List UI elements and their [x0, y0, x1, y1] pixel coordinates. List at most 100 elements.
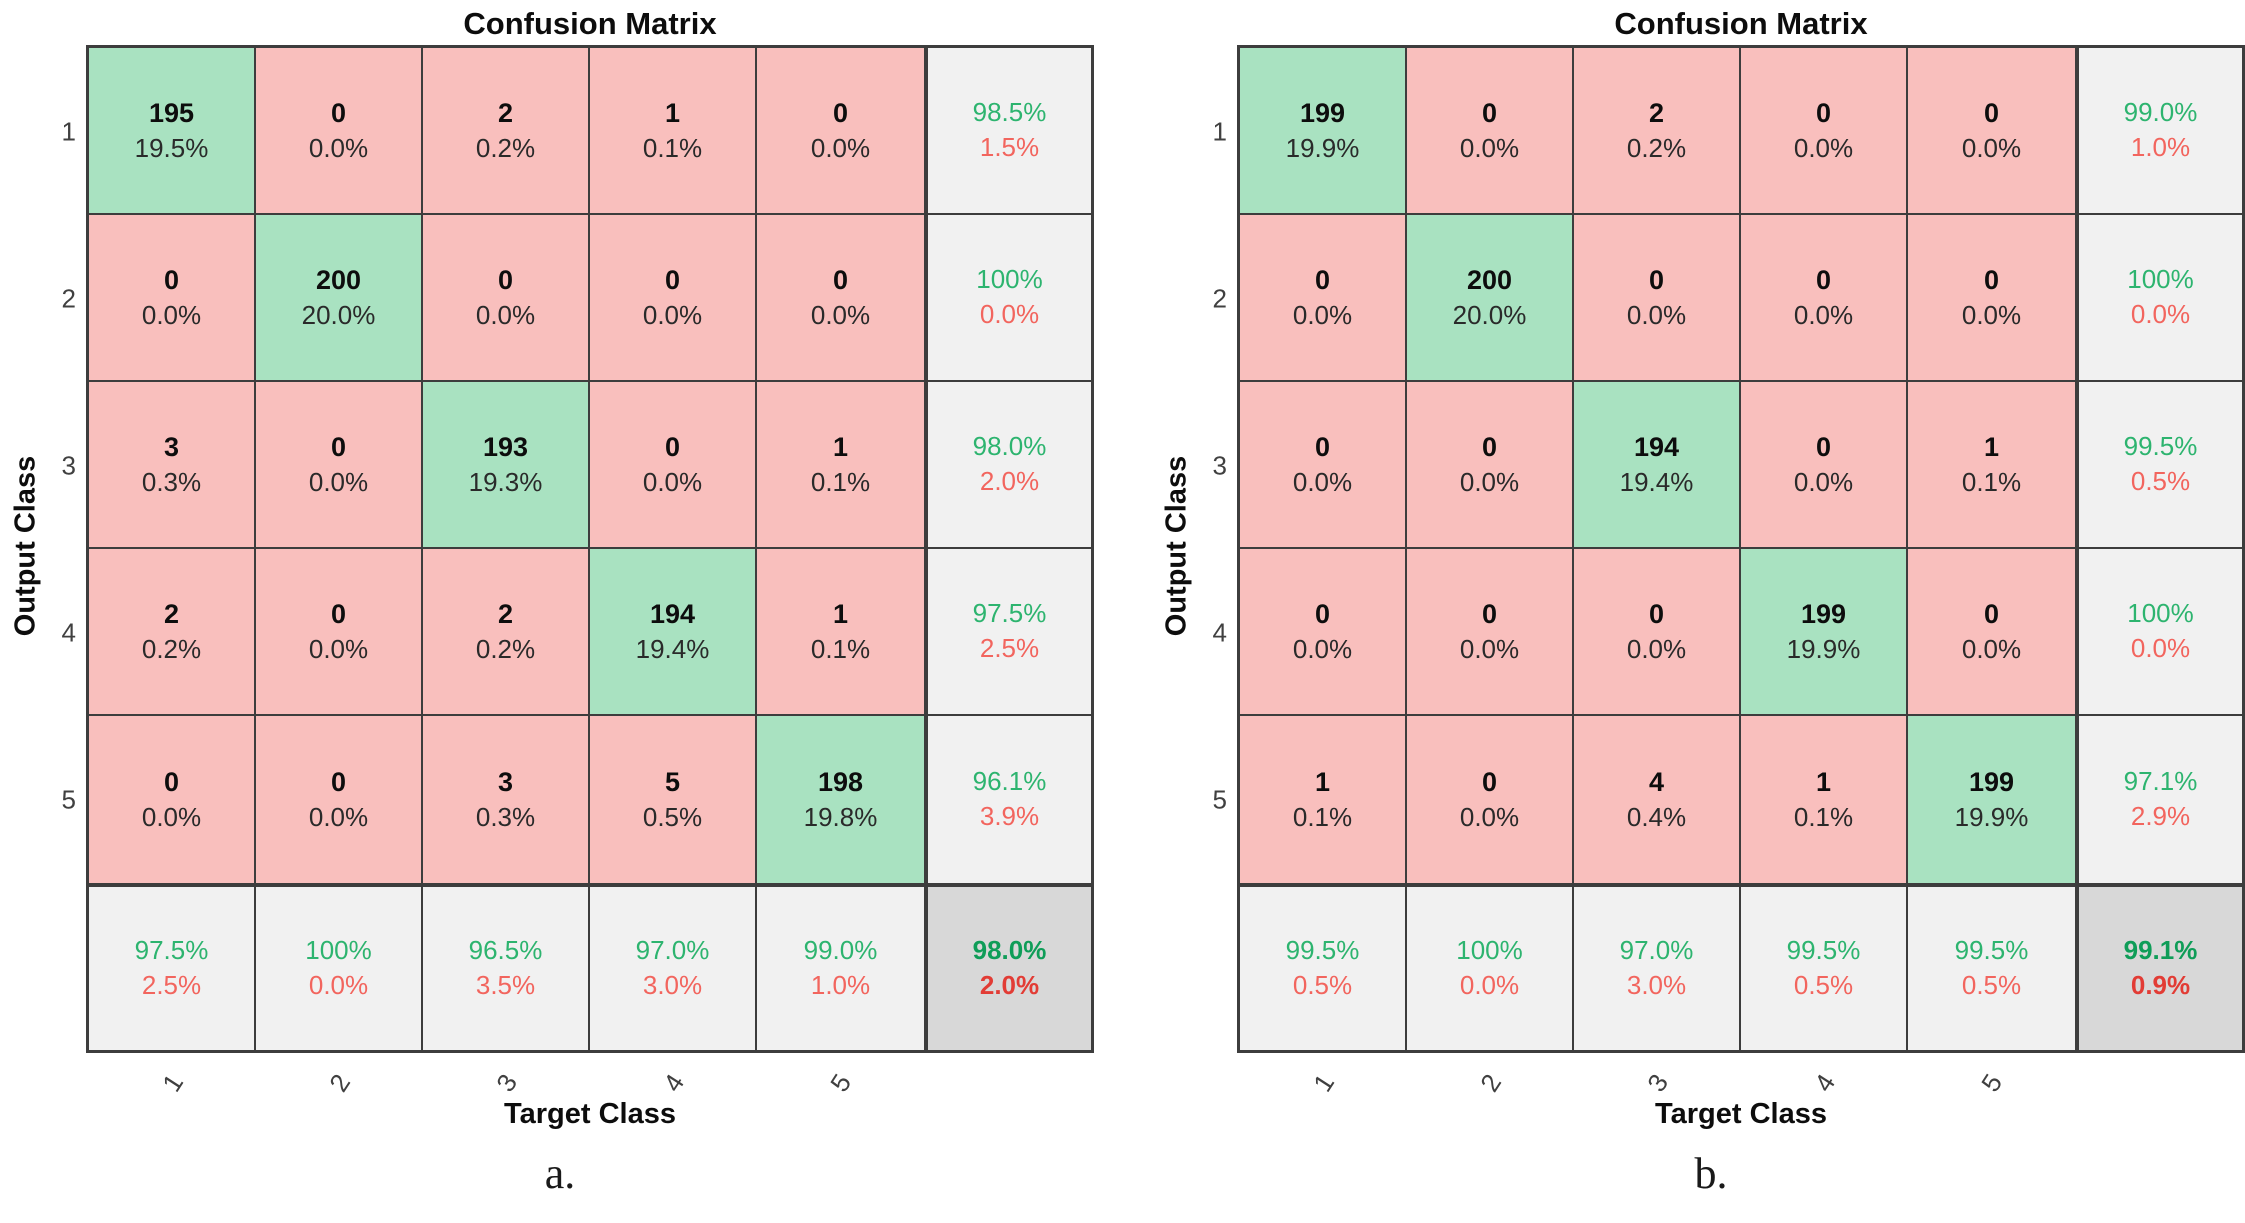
total-accuracy-cell: 99.1% 0.9% [2075, 883, 2242, 1050]
row-summary-cell: 96.1% 3.9% [924, 716, 1091, 883]
cell-percent: 0.0% [308, 466, 369, 497]
matrix-cell: 0 0.0% [757, 215, 924, 382]
cell-count: 0 [1983, 97, 2000, 128]
cell-count: 194 [649, 598, 696, 629]
matrix-cell: 0 0.0% [256, 382, 423, 549]
row-summary-cell: 97.5% 2.5% [924, 549, 1091, 716]
cell-count: 2 [1648, 97, 1665, 128]
green-percent: 100% [305, 935, 372, 966]
cell-count: 199 [1800, 598, 1847, 629]
green-percent: 96.5% [468, 935, 543, 966]
cell-count: 0 [1314, 598, 1331, 629]
cell-percent: 0.0% [1459, 466, 1520, 497]
matrix-cell: 4 0.4% [1574, 716, 1741, 883]
matrix-cell: 1 0.1% [757, 549, 924, 716]
cell-percent: 19.9% [1285, 132, 1360, 163]
cell-percent: 0.1% [1793, 801, 1854, 832]
cell-count: 1 [1314, 766, 1331, 797]
matrix-cell: 0 0.0% [256, 549, 423, 716]
red-percent: 0.5% [1961, 970, 2022, 1000]
matrix-cell: 0 0.0% [1407, 382, 1574, 549]
x-axis-tick: 3 [1640, 1068, 1674, 1097]
cell-percent: 0.0% [1292, 633, 1353, 664]
cell-count: 3 [163, 431, 180, 462]
x-axis-tick: 5 [1974, 1068, 2008, 1097]
red-percent: 2.0% [979, 970, 1040, 1000]
cell-count: 0 [163, 766, 180, 797]
cell-percent: 0.5% [642, 801, 703, 832]
matrix-cell: 0 0.0% [1741, 48, 1908, 215]
matrix-cell: 195 19.5% [89, 48, 256, 215]
red-percent: 0.0% [2130, 299, 2191, 329]
confusion-grid: 195 19.5% 0 0.0% 2 0.2% 1 0.1% 0 0.0% 98.5% 1.5% 0 0.… [86, 45, 1094, 1053]
cell-percent: 0.3% [475, 801, 536, 832]
cell-percent: 0.0% [308, 132, 369, 163]
cell-count: 0 [163, 264, 180, 295]
cell-count: 5 [664, 766, 681, 797]
x-axis-tick: 4 [1807, 1068, 1841, 1097]
cell-percent: 0.0% [1626, 633, 1687, 664]
row-summary-cell: 99.5% 0.5% [2075, 382, 2242, 549]
y-axis-label: Output Class [1160, 455, 1193, 637]
red-percent: 1.0% [2130, 132, 2191, 162]
cell-count: 0 [1983, 264, 2000, 295]
cell-count: 200 [1466, 264, 1513, 295]
matrix-cell: 0 0.0% [1908, 215, 2075, 382]
matrix-cell: 1 0.1% [1240, 716, 1407, 883]
col-summary-cell: 100% 0.0% [1407, 883, 1574, 1050]
matrix-cell: 0 0.0% [423, 215, 590, 382]
cell-count: 0 [330, 431, 347, 462]
matrix-cell: 194 19.4% [590, 549, 757, 716]
cell-count: 0 [330, 766, 347, 797]
cell-count: 2 [163, 598, 180, 629]
row-summary-cell: 99.0% 1.0% [2075, 48, 2242, 215]
cell-count: 0 [664, 264, 681, 295]
green-percent: 100% [976, 264, 1043, 295]
green-percent: 99.0% [803, 935, 878, 966]
cell-count: 2 [497, 598, 514, 629]
cell-percent: 0.2% [141, 633, 202, 664]
green-percent: 99.0% [2123, 97, 2198, 128]
col-summary-cell: 99.0% 1.0% [757, 883, 924, 1050]
col-summary-cell: 97.0% 3.0% [590, 883, 757, 1050]
x-axis-tick: 4 [656, 1068, 690, 1097]
y-axis-tick: 1 [61, 116, 76, 146]
matrix-cell: 194 19.4% [1574, 382, 1741, 549]
matrix-cell: 0 0.0% [590, 382, 757, 549]
cell-count: 1 [832, 598, 849, 629]
red-percent: 0.0% [979, 299, 1040, 329]
green-percent: 99.5% [1954, 935, 2029, 966]
col-summary-cell: 97.5% 2.5% [89, 883, 256, 1050]
cell-percent: 0.0% [1793, 466, 1854, 497]
cell-count: 0 [1481, 766, 1498, 797]
red-percent: 2.0% [979, 466, 1040, 496]
row-summary-cell: 100% 0.0% [924, 215, 1091, 382]
matrix-cell: 1 0.1% [1741, 716, 1908, 883]
green-percent: 98.5% [972, 97, 1047, 128]
cell-percent: 0.0% [1961, 299, 2022, 330]
y-axis-label: Output Class [9, 455, 42, 637]
matrix-cell: 5 0.5% [590, 716, 757, 883]
red-percent: 3.9% [979, 801, 1040, 831]
matrix-cell: 0 0.0% [1407, 716, 1574, 883]
matrix-cell: 0 0.0% [1407, 48, 1574, 215]
cell-percent: 0.0% [1961, 132, 2022, 163]
cell-percent: 0.0% [308, 801, 369, 832]
cell-percent: 0.0% [1459, 801, 1520, 832]
cell-percent: 0.0% [1459, 132, 1520, 163]
panel-caption: b. [1694, 1149, 1728, 1198]
red-percent: 0.5% [1793, 970, 1854, 1000]
cell-percent: 0.0% [1292, 466, 1353, 497]
green-percent: 99.1% [2123, 935, 2198, 966]
row-summary-cell: 98.0% 2.0% [924, 382, 1091, 549]
cell-percent: 0.0% [1459, 633, 1520, 664]
cell-count: 193 [482, 431, 529, 462]
cell-count: 0 [832, 97, 849, 128]
x-axis-tick: 2 [322, 1068, 356, 1097]
matrix-cell: 0 0.0% [590, 215, 757, 382]
red-percent: 0.0% [2130, 633, 2191, 663]
cell-percent: 0.1% [810, 466, 871, 497]
matrix-cell: 193 19.3% [423, 382, 590, 549]
matrix-cell: 0 0.0% [256, 716, 423, 883]
x-axis-tick: 1 [155, 1068, 189, 1097]
